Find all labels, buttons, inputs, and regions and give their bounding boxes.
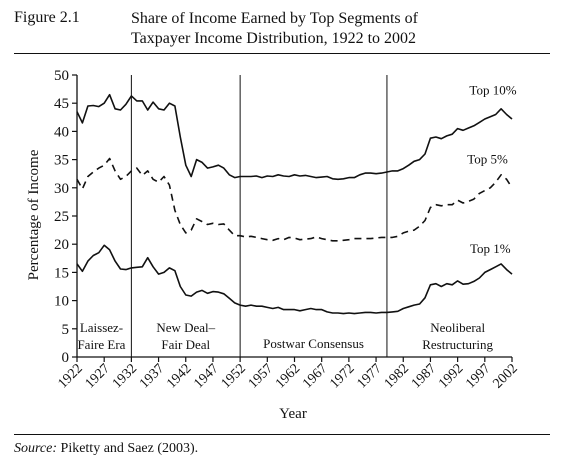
era-dividers — [130, 75, 388, 357]
y-tick-label: 15 — [54, 265, 69, 281]
y-tick-label: 25 — [54, 209, 69, 225]
x-axis-ticks: 1922192719321937194219471952195719621967… — [55, 357, 521, 392]
plot-frame — [76, 75, 512, 358]
x-tick-label: 1932 — [110, 361, 140, 391]
figure-title-line-2: Taxpayer Income Distribution, 1922 to 20… — [131, 30, 417, 47]
y-tick-label: 0 — [62, 350, 70, 366]
series-labels: Top 10% Top 5% Top 1% — [467, 83, 516, 256]
era-label-line-1: New Deal– — [156, 320, 215, 335]
bottom-rule — [14, 434, 550, 435]
series-label: Top 5% — [467, 152, 508, 167]
x-tick-label: 1992 — [436, 361, 466, 391]
series-label: Top 1% — [470, 241, 511, 256]
era-labels: Laissez- Faire Era New Deal– Fair Deal Postw… — [77, 320, 493, 352]
era-label-line-1: Laissez- — [80, 320, 123, 335]
series-line-top10 — [76, 93, 513, 181]
x-axis-title: Year — [279, 406, 307, 422]
x-tick-label: 1927 — [83, 361, 113, 391]
x-tick-label: 1977 — [354, 361, 384, 391]
x-tick-label: 2002 — [490, 361, 520, 391]
y-tick-label: 20 — [54, 237, 69, 253]
source-text: Piketty and Saez (2003). — [57, 441, 199, 456]
x-tick-label: 1947 — [191, 361, 221, 391]
y-tick-label: 35 — [54, 153, 69, 169]
figure-title: Share of Income Earned by Top Segments o… — [131, 9, 551, 49]
y-tick-label: 5 — [62, 322, 70, 338]
x-tick-label: 1967 — [300, 361, 330, 391]
figure-label: Figure 2.1 — [14, 9, 80, 26]
y-tick-label: 45 — [54, 96, 69, 112]
x-tick-label: 1982 — [382, 361, 412, 391]
x-tick-label: 1957 — [246, 361, 276, 391]
x-tick-label: 1922 — [55, 361, 85, 391]
era-label: Postwar Consensus — [263, 336, 364, 351]
era-label-line-2: Faire Era — [77, 337, 125, 352]
series-line-top5 — [76, 157, 513, 242]
y-tick-label: 50 — [54, 68, 69, 84]
x-tick-label: 1962 — [273, 361, 303, 391]
x-tick-label: 1997 — [463, 361, 493, 391]
y-tick-label: 10 — [54, 294, 69, 310]
y-axis-title: Percentage of Income — [26, 149, 42, 280]
era-label-line-2: Restructuring — [422, 337, 493, 352]
source-note: Source: Piketty and Saez (2003). — [14, 441, 198, 457]
x-tick-label: 1937 — [137, 361, 167, 391]
figure-title-line-1: Share of Income Earned by Top Segments o… — [131, 10, 418, 27]
series-line-top1 — [76, 244, 513, 315]
x-tick-label: 1942 — [164, 361, 194, 391]
y-tick-label: 30 — [54, 181, 69, 197]
series-lines — [76, 93, 513, 315]
x-tick-label: 1987 — [409, 361, 439, 391]
x-tick-label: 1952 — [219, 361, 249, 391]
y-axis-ticks: 0 5 10 15 20 25 30 35 40 45 50 — [54, 68, 77, 366]
source-label: Source: — [14, 441, 58, 456]
era-label-line-2: Fair Deal — [161, 337, 210, 352]
era-label-line-1: Neoliberal — [430, 320, 485, 335]
y-tick-label: 40 — [54, 124, 69, 140]
top-rule — [14, 53, 550, 54]
series-label: Top 10% — [469, 83, 516, 98]
x-tick-label: 1972 — [327, 361, 357, 391]
